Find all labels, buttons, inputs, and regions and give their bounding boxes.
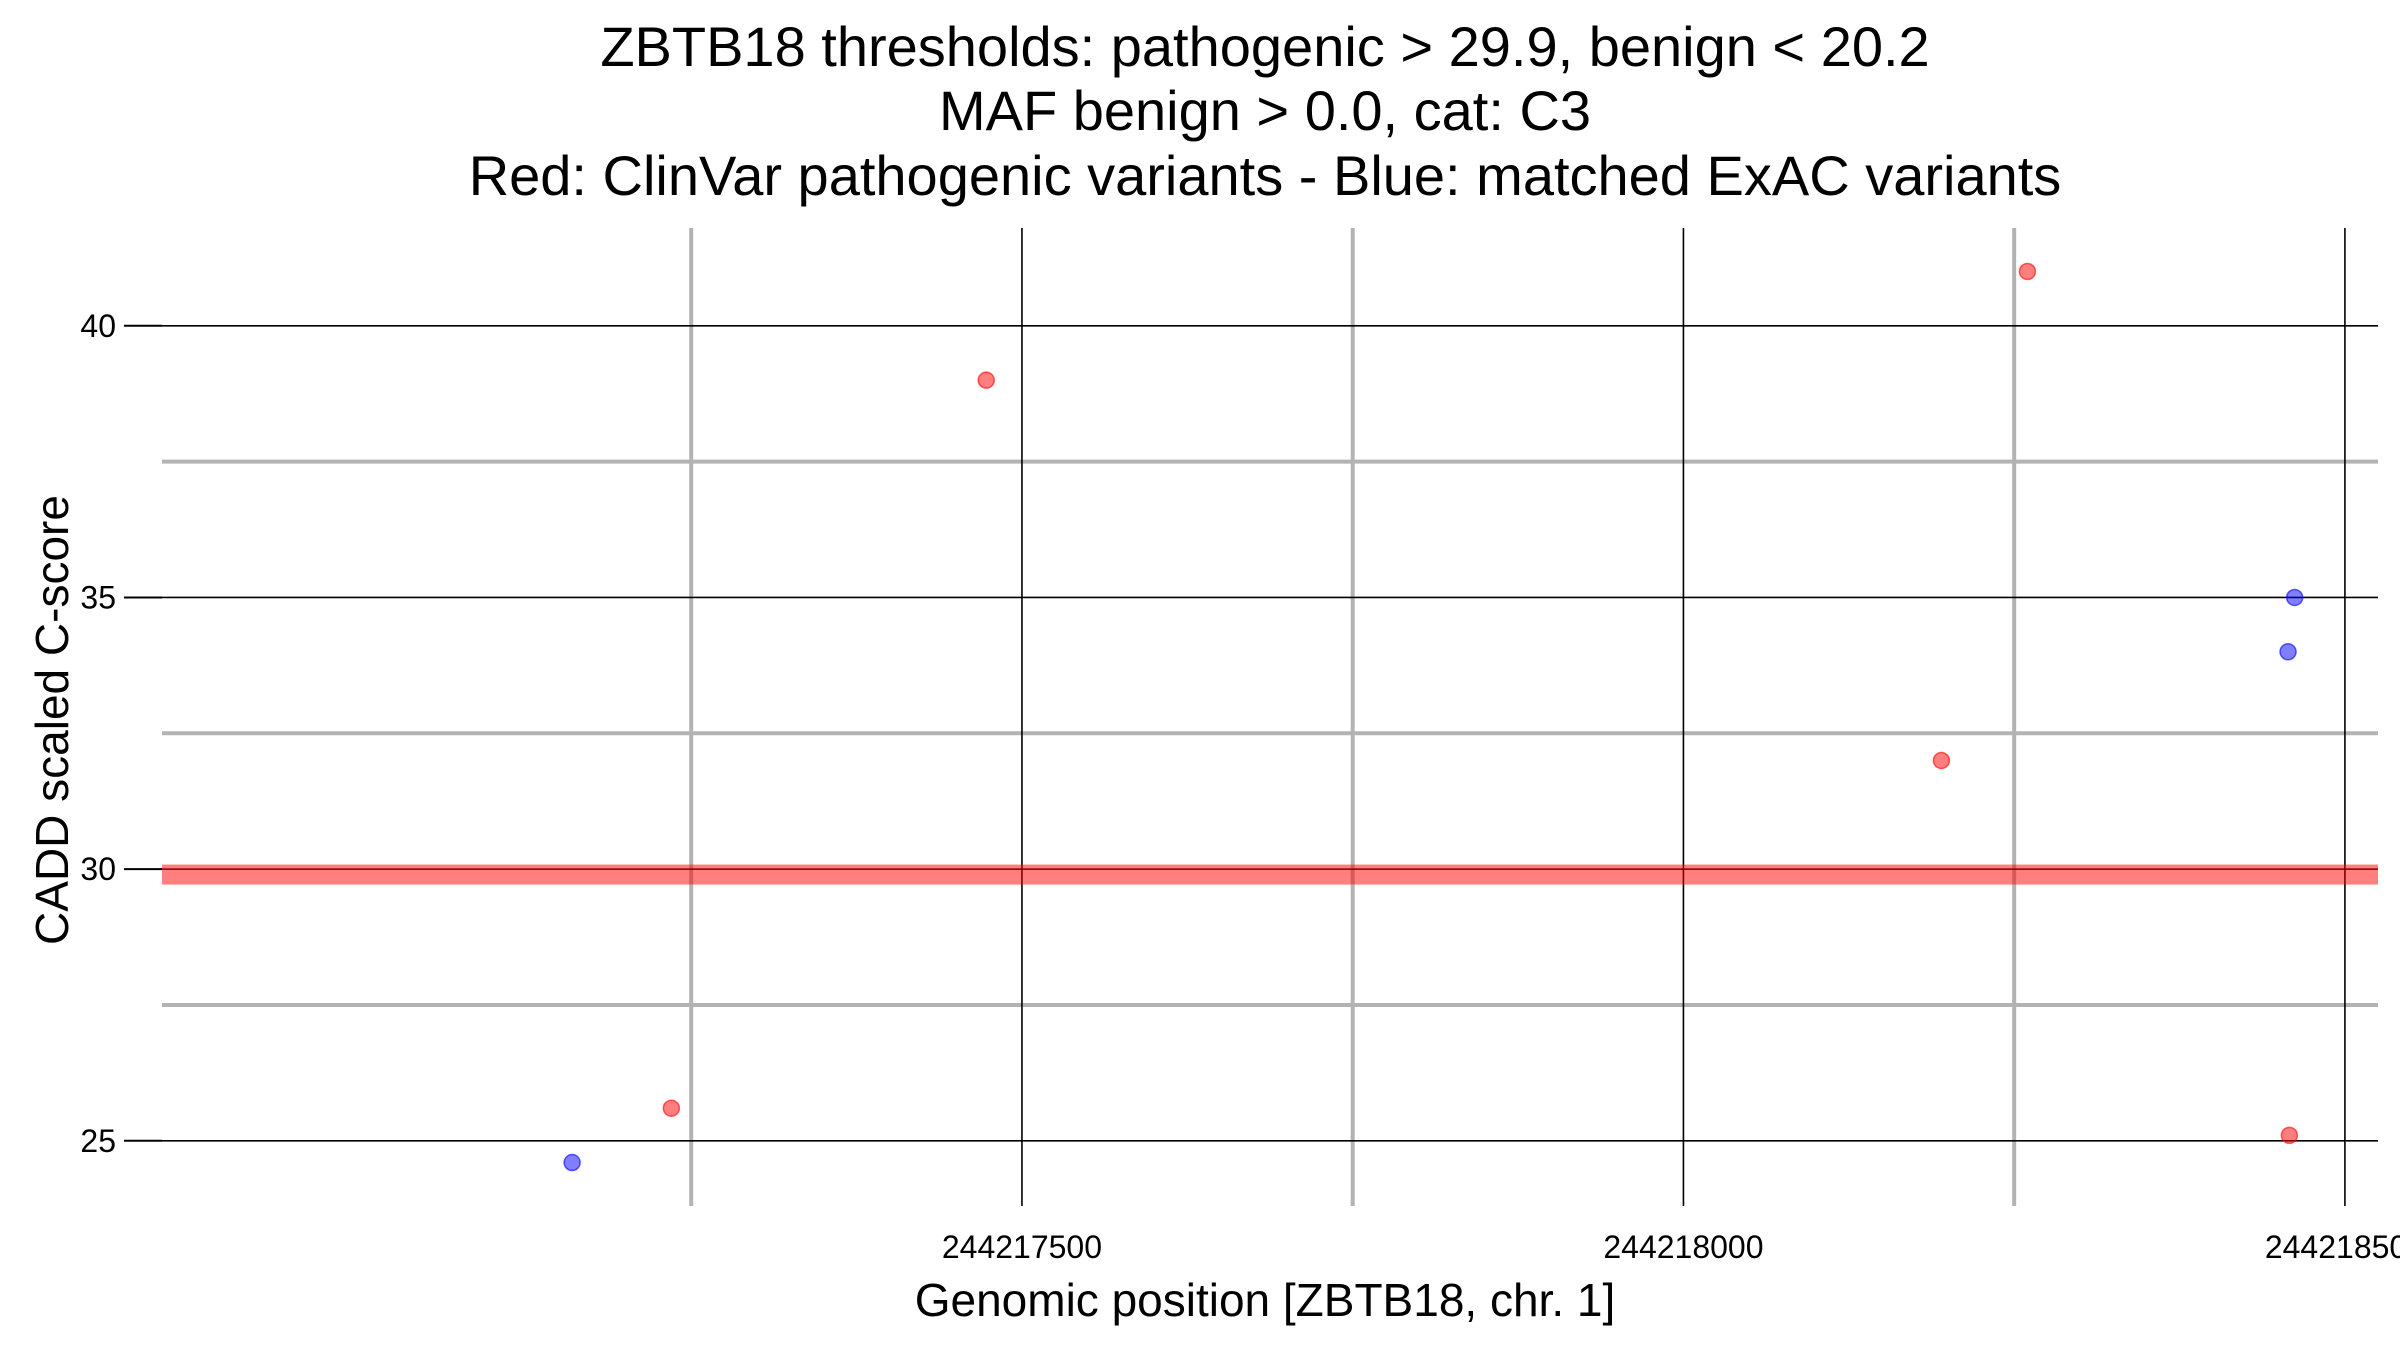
y-axis: 25 30 35 40 <box>80 308 162 1159</box>
x-axis-title: Genomic position [ZBTB18, chr. 1] <box>915 1274 1616 1326</box>
x-tick-label: 244218500 <box>2265 1229 2400 1265</box>
y-tick-label: 30 <box>80 851 116 887</box>
y-axis-title: CADD scaled C-score <box>26 495 78 945</box>
clinvar-pathogenic-point <box>662 1099 681 1117</box>
exac-matched-point <box>2285 588 2304 607</box>
x-tick-label: 244218000 <box>1603 1229 1763 1265</box>
y-tick-label: 40 <box>80 308 116 344</box>
chart-title: ZBTB18 thresholds: pathogenic > 29.9, be… <box>469 15 2062 207</box>
clinvar-pathogenic-point <box>1932 751 1951 770</box>
chart-title-line-3: Red: ClinVar pathogenic variants - Blue:… <box>469 144 2062 207</box>
y-tick-label: 35 <box>80 579 116 615</box>
chart-title-line-1: ZBTB18 thresholds: pathogenic > 29.9, be… <box>600 15 1929 78</box>
threshold-layer <box>162 864 2378 885</box>
grid-minor <box>162 228 2378 1206</box>
x-tick-label: 244217500 <box>942 1229 1102 1265</box>
y-tick-label: 25 <box>80 1123 116 1159</box>
grid-major <box>162 228 2378 1206</box>
clinvar-pathogenic-point <box>977 371 995 389</box>
clinvar-pathogenic-point <box>2280 1126 2299 1145</box>
pathogenic-threshold-line <box>162 864 2378 885</box>
x-axis: 244217500 244218000 244218500 <box>942 1229 2400 1265</box>
exac-matched-point <box>563 1153 581 1172</box>
data-points <box>563 262 2304 1172</box>
exac-matched-point <box>2279 643 2297 661</box>
chart-title-line-2: MAF benign > 0.0, cat: C3 <box>939 79 1591 142</box>
clinvar-pathogenic-point <box>2018 262 2037 281</box>
